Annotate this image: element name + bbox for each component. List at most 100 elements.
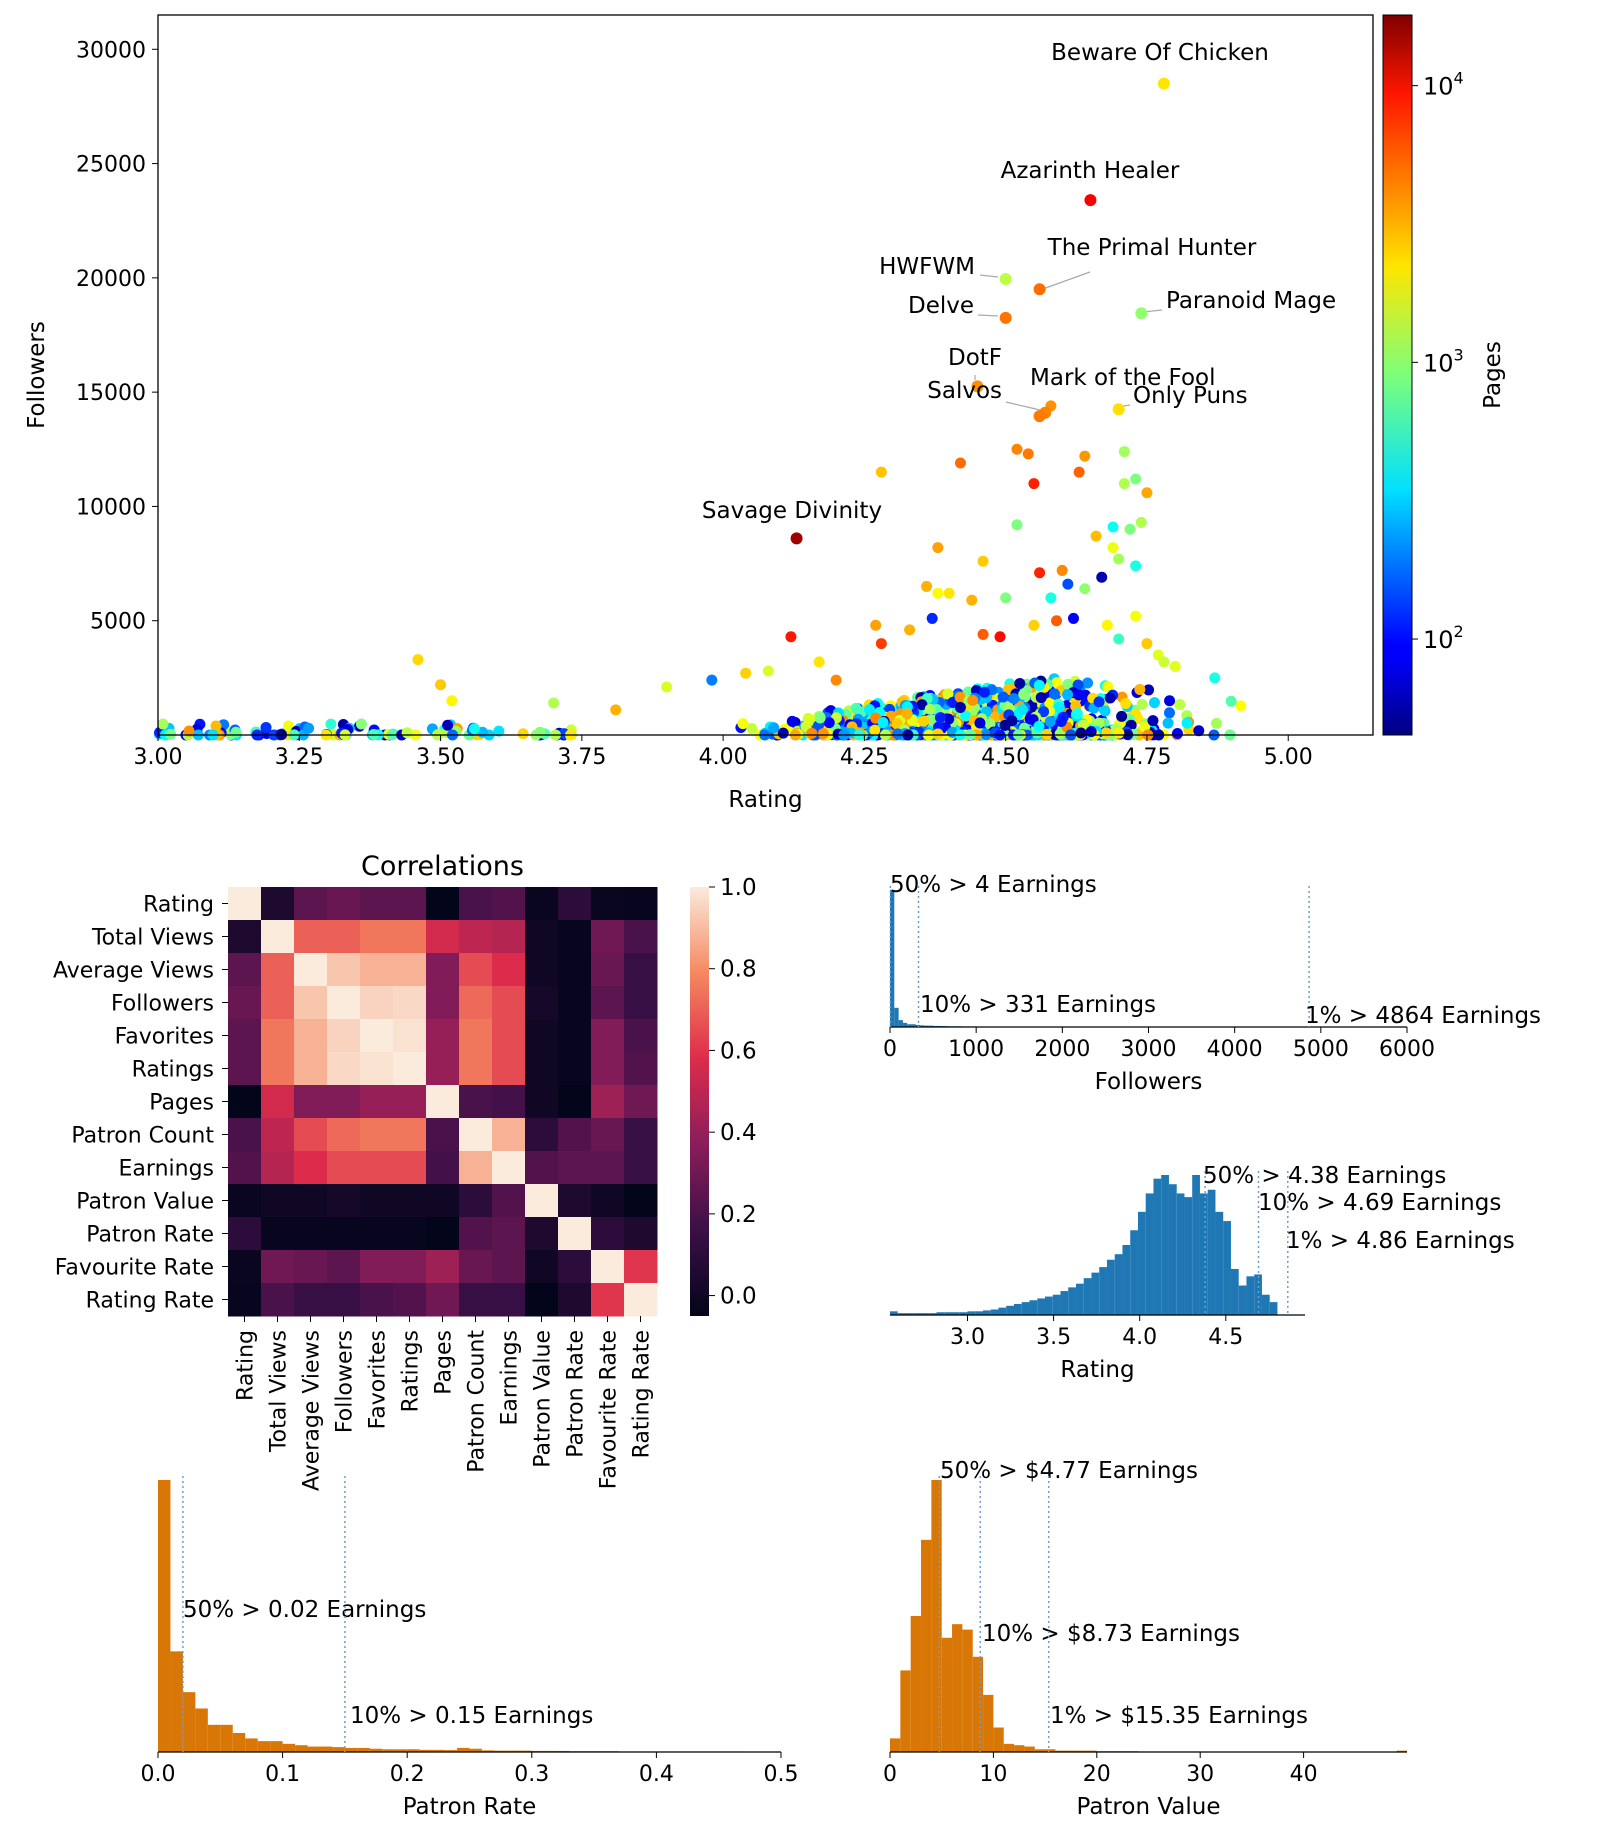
scatter-point — [210, 720, 222, 732]
histogram-bar — [1168, 1184, 1177, 1315]
heatmap-cell — [327, 920, 361, 954]
heatmap-cell — [294, 1250, 328, 1284]
histogram-bar — [1106, 1259, 1115, 1315]
histogram-bar — [1215, 1211, 1224, 1315]
scatter-point — [1143, 684, 1155, 696]
heatmap-cell — [327, 887, 361, 921]
heatmap-cell — [624, 1151, 658, 1185]
histogram-bar — [1013, 1303, 1022, 1315]
annotation-leader — [977, 314, 999, 317]
heatmap-cell — [228, 953, 262, 987]
histogram-bar — [931, 1480, 942, 1752]
histogram-bar — [1021, 1302, 1030, 1315]
heatmap-cell — [591, 1019, 625, 1053]
colorbar-tick-base: 10 — [1423, 349, 1454, 377]
scatter-point — [954, 457, 966, 469]
histogram-bar — [419, 1749, 433, 1752]
scatter-point — [1011, 443, 1023, 455]
scatter-point — [924, 703, 936, 715]
histogram-bar — [975, 1311, 983, 1315]
scatter-point — [1116, 710, 1128, 722]
annotated-point — [1112, 403, 1125, 416]
scatter-point — [1044, 716, 1056, 728]
heatmap-cell — [261, 1118, 295, 1152]
scatter-point — [850, 702, 862, 714]
scatter-point — [870, 619, 882, 631]
annotated-point — [999, 273, 1012, 285]
heatmap-cell — [591, 1052, 625, 1086]
histogram-x-tick-label: 0.3 — [514, 1762, 549, 1787]
scatter-point — [1096, 571, 1108, 583]
scatter-point — [1062, 678, 1074, 690]
scatter-point — [978, 686, 990, 698]
colorbar-tick-exp: 3 — [1454, 345, 1464, 364]
threshold-label: 10% > $8.73 Earnings — [982, 1621, 1240, 1647]
heatmap-cell — [327, 1118, 361, 1152]
histogram-bar — [962, 1629, 973, 1752]
heatmap-cell — [558, 953, 592, 987]
scatter-point — [817, 728, 829, 740]
scatter-point — [1124, 523, 1136, 535]
histogram-bar — [1238, 1285, 1247, 1315]
heatmap-cell — [261, 1019, 295, 1053]
heatmap-cell — [492, 920, 526, 954]
histogram-x-tick-label: 2000 — [1034, 1037, 1090, 1062]
heatmap-cell — [525, 1283, 559, 1317]
heatmap-cell — [228, 1085, 262, 1119]
heatmap-cell — [591, 1151, 625, 1185]
y-tick-label: 20000 — [76, 267, 146, 292]
heatmap-cell — [459, 1019, 493, 1053]
histogram-bar — [195, 1708, 208, 1752]
annotated-point — [790, 532, 803, 545]
heatmap-cell — [360, 986, 394, 1020]
scatter-point — [806, 727, 818, 739]
histogram-bar — [232, 1732, 246, 1752]
scatter-point — [786, 715, 798, 727]
histogram-bar — [1153, 1178, 1162, 1315]
histogram-bar — [890, 890, 895, 1027]
scatter-point — [230, 726, 242, 738]
scatter-point — [943, 587, 955, 599]
histogram-bar — [951, 1312, 960, 1315]
heatmap-cell — [294, 986, 328, 1020]
heatmap-cell — [591, 1217, 625, 1251]
histogram-bar — [894, 1007, 899, 1027]
histogram-bar — [972, 1656, 984, 1752]
scatter-point — [1113, 727, 1125, 739]
histogram-bar — [941, 1637, 953, 1752]
heatmap-cell — [591, 887, 625, 921]
scatter-point — [1067, 612, 1079, 624]
threshold-label: 1% > 4864 Earnings — [1305, 1003, 1541, 1029]
heatmap-cell — [624, 1052, 658, 1086]
scatter-point — [814, 712, 826, 724]
histogram-bar — [1052, 1294, 1061, 1315]
scatter-point — [325, 718, 337, 730]
patron-value-histogram: 0 10 20 30 40 Patron Value 50% > $4.77 Earning… — [883, 1458, 1407, 1820]
heatmap-cell — [327, 1052, 361, 1086]
histogram-bar — [928, 1313, 937, 1315]
scatter-point — [435, 679, 447, 691]
heatmap-cell — [525, 1217, 559, 1251]
heatmap-cell — [624, 1118, 658, 1152]
scatter-point — [355, 718, 367, 730]
scatter-point — [534, 726, 546, 738]
histogram-bar — [1099, 1267, 1107, 1315]
colorbar-label: Pages — [1480, 341, 1506, 409]
scatter-point — [1044, 697, 1056, 709]
histogram-bar — [1060, 1291, 1069, 1315]
heatmap-cell — [393, 887, 427, 921]
histogram-bar — [245, 1738, 258, 1752]
scatter-point — [1134, 683, 1146, 695]
scatter-point — [967, 694, 979, 706]
heatmap-cell — [393, 920, 427, 954]
scatter-point — [863, 703, 875, 715]
histogram-bar — [1045, 1749, 1056, 1752]
scatter-point — [1235, 700, 1247, 712]
heatmap-cell — [591, 1283, 625, 1317]
heatmap-row-label: Average Views — [53, 959, 214, 984]
heatmap-cell — [393, 1085, 427, 1119]
scatter-point — [157, 718, 169, 730]
histogram-x-tick-label: 6000 — [1379, 1037, 1435, 1062]
histogram-bar — [1044, 1296, 1053, 1315]
heatmap-cell — [261, 1052, 295, 1086]
